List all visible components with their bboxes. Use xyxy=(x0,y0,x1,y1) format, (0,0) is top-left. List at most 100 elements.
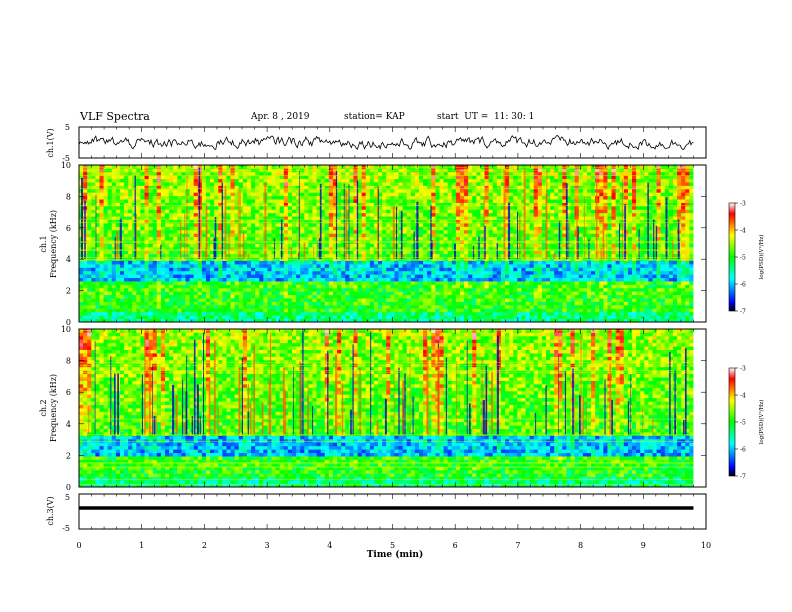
spectrogram-cell xyxy=(201,226,207,231)
spectrogram-cell xyxy=(435,216,440,221)
spectrogram-cell xyxy=(349,236,354,241)
spectrogram-cell xyxy=(189,298,195,302)
spectrogram-cell xyxy=(296,209,301,214)
spectrogram-cell xyxy=(156,212,162,217)
spectrogram-cell xyxy=(382,267,387,272)
spectrogram-cell xyxy=(205,298,211,302)
spectrogram-cell xyxy=(472,171,477,176)
spectrogram-cell xyxy=(492,294,498,299)
spectrogram-cell xyxy=(210,318,215,323)
spectrogram-cell xyxy=(148,260,154,265)
spectrogram-cell xyxy=(103,192,109,197)
spectrogram-cell xyxy=(345,257,350,261)
spectrogram-cell xyxy=(332,236,338,241)
spectrogram-cell xyxy=(337,209,342,214)
spectrogram-cell xyxy=(156,246,162,251)
spectrogram-cell xyxy=(410,209,416,214)
spectrogram-cell xyxy=(513,315,518,319)
spectrogram-cell xyxy=(279,195,285,200)
spectrogram-cell xyxy=(398,182,404,186)
spectrogram-cell xyxy=(423,253,428,258)
spectrogram-cell xyxy=(226,304,231,309)
spectrogram-cell xyxy=(386,318,391,323)
spectrogram-cell xyxy=(349,263,354,268)
spectrogram-cell xyxy=(365,216,371,221)
spectrogram-cell xyxy=(132,168,137,173)
spectrogram-cell xyxy=(431,240,436,244)
spectrogram-cell xyxy=(472,233,477,238)
spectrogram-cell xyxy=(156,188,162,193)
spectrogram-cell xyxy=(337,192,342,197)
spectrogram-cell xyxy=(128,168,133,173)
spectrogram-cell xyxy=(87,294,92,299)
spectrogram-cell xyxy=(205,274,211,279)
spectrogram-cell xyxy=(132,188,137,193)
spectrogram-cell xyxy=(349,250,354,255)
spectrogram-cell xyxy=(496,205,502,210)
spectrogram-cell xyxy=(169,291,174,296)
spectrogram-cell xyxy=(488,260,494,265)
spectrogram-cell xyxy=(349,216,354,221)
spectrogram-cell xyxy=(189,216,195,221)
spectrogram-cell xyxy=(140,277,145,282)
spectrogram-cell xyxy=(201,205,207,210)
spectrogram-cell xyxy=(361,274,367,279)
spectrogram-cell xyxy=(283,188,289,193)
spectrogram-cell xyxy=(152,168,158,173)
spectrogram-cell xyxy=(287,253,293,258)
spectrogram-cell xyxy=(398,311,404,316)
spectrogram-cell xyxy=(496,236,502,241)
spectrogram-cell xyxy=(238,311,244,316)
spectrogram-cell xyxy=(218,199,223,203)
spectrogram-cell xyxy=(435,270,440,275)
spectrogram-cell xyxy=(455,216,461,221)
spectrogram-cell xyxy=(406,223,412,227)
spectrogram-cell xyxy=(324,270,330,275)
spectrogram-cell xyxy=(95,233,100,238)
spectrogram-cell xyxy=(148,301,154,306)
spectrogram-cell xyxy=(320,311,326,316)
spectrogram-cell xyxy=(357,185,363,190)
spectrogram-cell xyxy=(156,226,162,231)
spectrogram-cell xyxy=(398,284,404,289)
spectrogram-cell xyxy=(255,233,260,238)
spectrogram-cell xyxy=(484,284,490,289)
spectrogram-cell xyxy=(480,318,485,323)
spectrogram-cell xyxy=(464,253,469,258)
spectrogram-cell xyxy=(115,318,121,323)
spectrogram-cell xyxy=(205,216,211,221)
spectrogram-cell xyxy=(443,168,449,173)
spectrogram-cell xyxy=(390,188,395,193)
spectrogram-cell xyxy=(337,304,342,309)
spectrogram-cell xyxy=(177,311,182,316)
spectrogram-cell xyxy=(443,253,449,258)
spectrogram-cell xyxy=(431,205,436,210)
spectrogram-cell xyxy=(115,188,121,193)
spectrogram-cell xyxy=(103,171,109,176)
spectrogram-cell xyxy=(283,263,289,268)
spectrogram-cell xyxy=(197,291,203,296)
spectrogram-cell xyxy=(226,199,231,203)
spectrogram-cell xyxy=(279,185,285,190)
spectrogram-cell xyxy=(169,168,174,173)
spectrogram-cell xyxy=(337,178,342,183)
spectrogram-cell xyxy=(87,308,92,313)
spectrogram-cell xyxy=(484,301,490,306)
spectrogram-cell xyxy=(267,243,272,248)
spectrogram-cell xyxy=(210,188,215,193)
spectrogram-cell xyxy=(500,263,506,268)
spectrogram-cell xyxy=(419,298,424,302)
spectrogram-cell xyxy=(316,178,322,183)
spectrogram-cell xyxy=(218,311,223,316)
spectrogram-cell xyxy=(357,281,363,285)
spectrogram-cell xyxy=(234,188,240,193)
spectrogram-cell xyxy=(316,253,322,258)
spectrogram-cell xyxy=(410,195,416,200)
spectrogram-cell xyxy=(87,287,92,292)
spectrogram-cell xyxy=(115,291,121,296)
spectrogram-cell xyxy=(279,205,285,210)
spectrogram-cell xyxy=(480,226,485,231)
spectrogram-cell xyxy=(214,260,219,265)
spectrogram-cell xyxy=(214,188,219,193)
spectrogram-cell xyxy=(296,240,301,244)
